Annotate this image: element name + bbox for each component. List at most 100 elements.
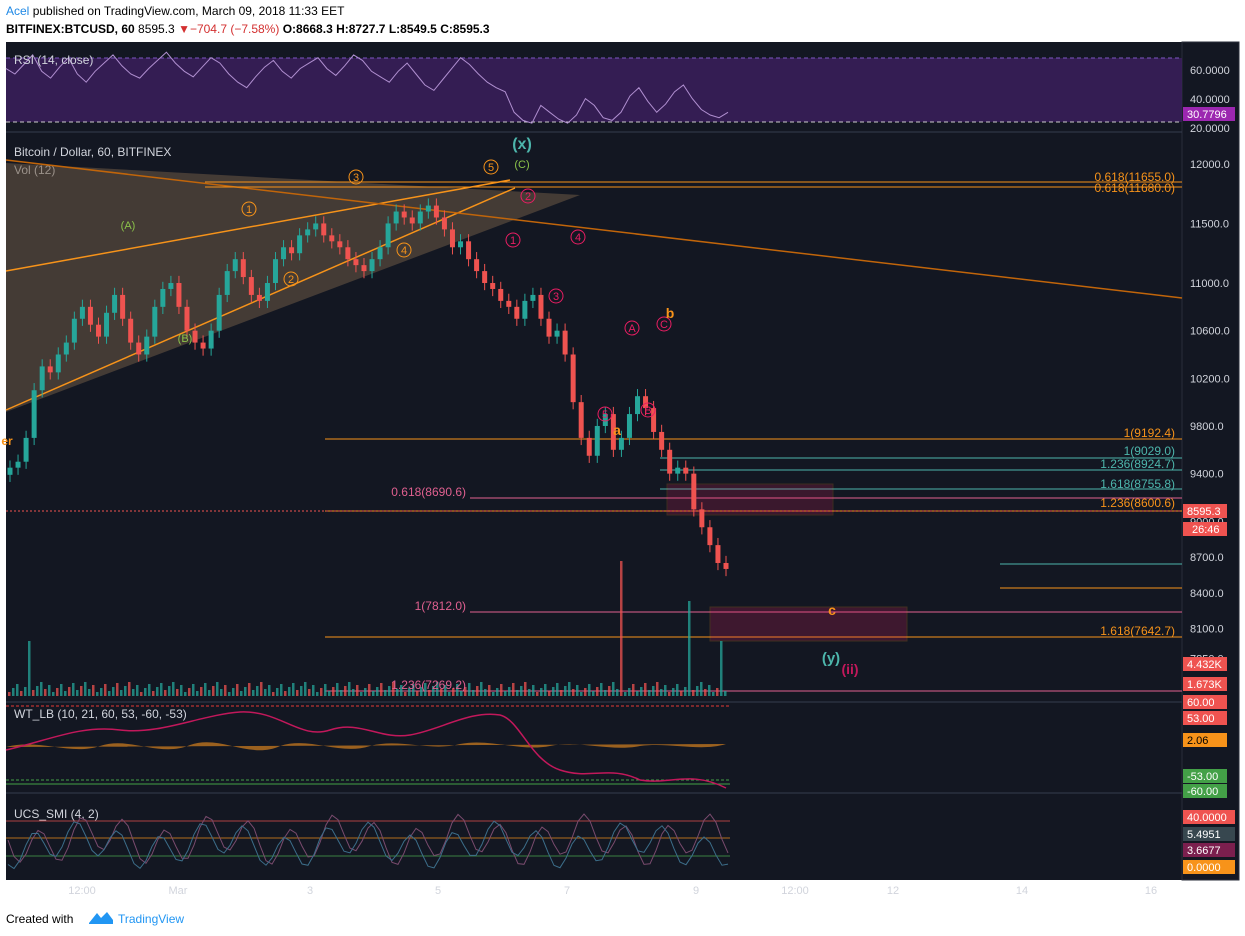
- volume-bar: [488, 685, 491, 696]
- candle-body: [699, 509, 705, 528]
- volume-bar: [248, 683, 251, 696]
- candle-body: [385, 223, 391, 248]
- volume-bar: [404, 692, 407, 696]
- wave-marker-circle: [505, 232, 521, 248]
- candle-body: [23, 437, 29, 462]
- wedge-upper-line: [5, 179, 511, 272]
- volume-bar: [176, 689, 179, 696]
- candle-body: [602, 414, 608, 426]
- smi-tag: [1183, 810, 1235, 824]
- wt-pane: WT_LB (10, 21, 60, 53, -60, -53): [5, 705, 1182, 794]
- volume-bar: [60, 684, 63, 696]
- volume-bar: [424, 683, 427, 696]
- volume-bar: [332, 687, 335, 696]
- volume-bar: [684, 687, 687, 696]
- wave-marker-circle: [241, 201, 257, 217]
- volume-bar: [580, 692, 583, 696]
- volume-bar: [648, 690, 651, 696]
- volume-bar: [376, 687, 379, 696]
- volume-bar: [16, 684, 19, 696]
- countdown-value: 26:46: [1192, 524, 1220, 536]
- chart-canvas[interactable]: RSI (14, close) Bitcoin / Dollar, 60, BI…: [0, 40, 1245, 906]
- descending-trend-line: [5, 159, 1183, 299]
- volume-bar: [68, 687, 71, 696]
- candle-body: [377, 247, 383, 260]
- volume-bar: [632, 684, 635, 696]
- time-axis[interactable]: 12:00 Mar 3 5 7 9 12:00 12 14 16: [68, 885, 1157, 897]
- candle-body: [683, 467, 689, 474]
- volume-bar: [500, 684, 503, 696]
- smi-pane: UCS_SMI (4, 2): [6, 807, 730, 870]
- volume-bar: [244, 687, 247, 696]
- volume-bar: [568, 682, 571, 696]
- smi-value: 3.6677: [1187, 845, 1221, 857]
- candle-body: [184, 306, 190, 331]
- volume-bar: [280, 684, 283, 696]
- candle-body: [409, 217, 415, 224]
- candle-body: [47, 366, 53, 373]
- volume-bar: [380, 683, 383, 696]
- wt-tag: [1183, 769, 1227, 783]
- volume-bar: [296, 690, 299, 696]
- candle-body: [337, 241, 343, 248]
- candle-body: [522, 300, 528, 319]
- price-tick: 11500.0: [1190, 218, 1229, 230]
- candle-body: [635, 396, 641, 415]
- countdown-tag: [1183, 522, 1227, 536]
- smi-value: 5.4951: [1187, 829, 1221, 841]
- price-tick: 8100.0: [1190, 624, 1224, 636]
- volume-bar: [124, 686, 127, 696]
- candle-body: [538, 294, 544, 319]
- volume-bar: [308, 689, 311, 696]
- symbol-name: BITFINEX:BTCUSD, 60: [6, 22, 135, 36]
- ohlc-open: O:8668.3: [282, 22, 333, 36]
- fib-label: 1.236(8600.6): [1100, 496, 1175, 510]
- volume-bar: [536, 692, 539, 696]
- author-link[interactable]: Acel: [6, 4, 30, 18]
- volume-bar: [156, 687, 159, 696]
- wave-marker-circle: [570, 229, 586, 245]
- candle-body: [95, 324, 101, 337]
- volume-bar: [440, 689, 443, 696]
- candle-body: [353, 259, 359, 266]
- volume-bar: [28, 641, 31, 696]
- candle-body: [594, 425, 600, 456]
- volume-bar: [660, 689, 663, 696]
- tradingview-link[interactable]: TradingView: [118, 912, 185, 926]
- volume-bar: [232, 688, 235, 696]
- candle-body: [586, 437, 592, 456]
- volume-bar: [100, 688, 103, 696]
- volume-bar: [128, 682, 131, 696]
- candle-body: [160, 288, 166, 307]
- volume-bar: [392, 682, 395, 696]
- time-tick: 12:00: [68, 885, 96, 897]
- axis-labels: 60.0000 40.0000 20.0000 30.7796 12000.0 11500…: [1183, 65, 1235, 874]
- candle-body: [128, 318, 134, 343]
- volume-bar: [108, 691, 111, 696]
- volume-bar: [80, 686, 83, 696]
- target-zone-box-2: [709, 606, 908, 642]
- volume-bar: [408, 688, 411, 696]
- wave-marker-circle: [640, 402, 656, 418]
- candle-body: [224, 271, 230, 295]
- volume-bar: [204, 683, 207, 696]
- candle-body: [626, 414, 632, 438]
- candle-body: [474, 259, 480, 272]
- wave-label: 2: [288, 274, 294, 286]
- volume-bar: [24, 687, 27, 696]
- volume-bar: [76, 690, 79, 696]
- publish-info: published on TradingView.com, March 09, …: [32, 4, 345, 18]
- volume-bar: [132, 689, 135, 696]
- wave-label: (x): [512, 136, 532, 153]
- volume-bar: [12, 688, 15, 696]
- rsi-tick: 20.0000: [1190, 123, 1230, 135]
- volume-bar: [20, 691, 23, 696]
- wt-label: WT_LB (10, 21, 60, 53, -60, -53): [14, 707, 187, 721]
- volume-bar: [268, 685, 271, 696]
- candle-body: [152, 306, 158, 337]
- volume-bar: [612, 682, 615, 696]
- rsi-tick: 60.0000: [1190, 65, 1230, 77]
- candle-body: [691, 473, 697, 510]
- candle-body: [441, 217, 447, 230]
- candle-body: [490, 283, 496, 289]
